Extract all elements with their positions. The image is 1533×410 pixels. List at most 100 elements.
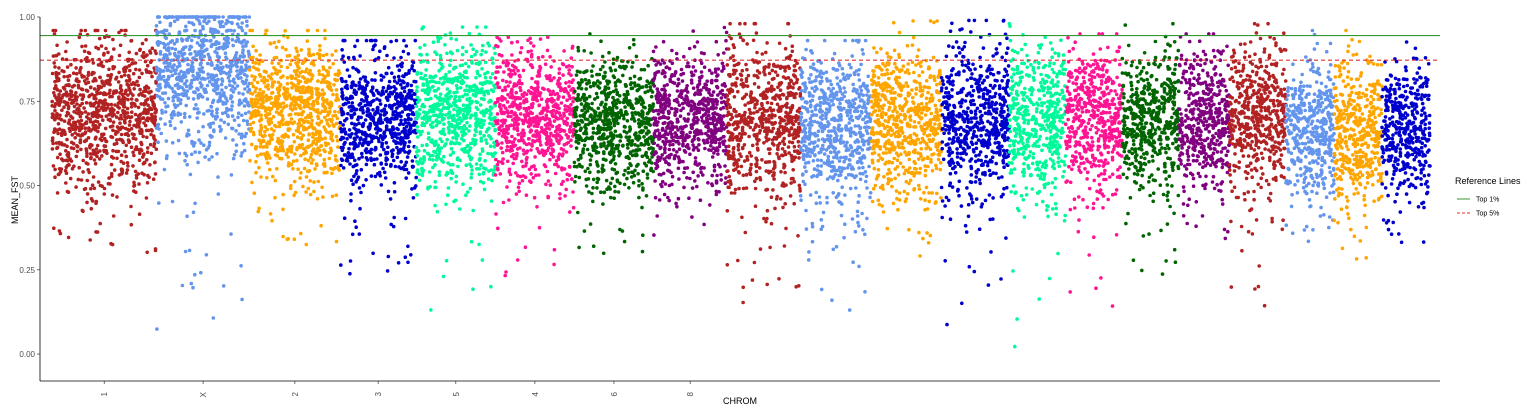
data-point <box>194 103 198 107</box>
data-point <box>350 101 355 105</box>
data-point <box>94 28 98 33</box>
data-point <box>414 120 418 125</box>
data-point <box>454 137 459 141</box>
data-point <box>241 55 246 59</box>
data-point <box>63 132 67 136</box>
data-point <box>284 152 289 157</box>
data-point <box>529 172 533 176</box>
data-point <box>339 137 343 142</box>
data-point <box>239 154 243 158</box>
data-point <box>285 104 289 108</box>
data-point <box>50 115 55 120</box>
data-point <box>148 106 152 110</box>
data-point <box>77 112 81 116</box>
data-point <box>76 83 81 88</box>
data-point <box>107 58 112 63</box>
data-point <box>280 147 285 151</box>
data-point <box>170 141 175 145</box>
data-point <box>264 93 269 98</box>
data-point <box>63 100 67 104</box>
data-point <box>148 51 153 55</box>
data-point <box>198 69 203 74</box>
data-point <box>78 114 83 119</box>
data-point <box>512 156 517 161</box>
data-point <box>411 196 416 200</box>
data-point <box>633 168 637 173</box>
data-point <box>291 167 295 171</box>
data-point <box>283 94 287 98</box>
data-point <box>168 119 172 124</box>
data-point <box>319 223 323 228</box>
data-point <box>270 137 275 141</box>
data-point <box>94 100 98 105</box>
data-point <box>567 173 572 178</box>
data-point <box>548 157 552 162</box>
data-point <box>276 80 281 85</box>
data-point <box>465 120 469 125</box>
data-point <box>208 39 212 43</box>
data-point <box>173 90 177 94</box>
data-point <box>420 143 425 148</box>
data-point <box>493 101 498 105</box>
data-point <box>330 171 334 176</box>
data-point <box>299 153 303 158</box>
data-point <box>158 40 163 45</box>
data-point <box>145 146 150 150</box>
data-point <box>462 132 466 137</box>
data-point <box>57 66 61 70</box>
data-point <box>296 112 301 117</box>
data-point <box>522 113 527 117</box>
data-point <box>207 140 212 145</box>
data-point <box>461 182 465 186</box>
data-point <box>123 65 127 70</box>
data-point <box>577 175 582 180</box>
data-point <box>448 63 452 67</box>
data-point <box>549 65 553 69</box>
data-point <box>296 167 300 171</box>
data-point <box>53 65 57 69</box>
data-point <box>333 113 338 118</box>
data-point <box>438 92 443 96</box>
data-point <box>311 99 316 104</box>
data-point <box>531 138 535 143</box>
data-point <box>619 108 623 113</box>
data-point <box>336 145 340 149</box>
data-point <box>480 147 485 151</box>
data-point <box>161 91 165 95</box>
data-point <box>286 163 291 168</box>
data-point <box>280 45 285 50</box>
data-point <box>278 69 282 74</box>
data-point <box>435 209 440 214</box>
data-point <box>99 114 104 119</box>
data-point <box>551 114 555 119</box>
data-point <box>219 71 223 76</box>
data-point <box>324 69 329 73</box>
data-point <box>135 79 139 84</box>
data-point <box>481 90 486 95</box>
data-point <box>515 258 520 262</box>
data-point <box>473 52 477 57</box>
data-point <box>649 94 654 99</box>
data-point <box>165 154 169 158</box>
data-point <box>415 116 419 121</box>
data-point <box>411 60 416 65</box>
data-point <box>340 158 345 162</box>
data-point <box>505 100 510 104</box>
data-point <box>285 90 290 94</box>
data-point <box>90 143 94 148</box>
data-point <box>514 90 518 95</box>
data-point <box>307 47 311 52</box>
data-point <box>490 122 495 126</box>
data-point <box>376 127 381 131</box>
data-point <box>472 83 477 87</box>
data-point <box>213 80 218 85</box>
data-point <box>442 122 446 126</box>
data-point <box>243 87 247 91</box>
data-point <box>551 142 555 147</box>
data-point <box>388 118 392 122</box>
data-point <box>441 130 446 135</box>
data-point <box>163 101 167 105</box>
data-point <box>475 87 480 91</box>
data-point <box>115 156 119 161</box>
data-point <box>322 105 327 109</box>
